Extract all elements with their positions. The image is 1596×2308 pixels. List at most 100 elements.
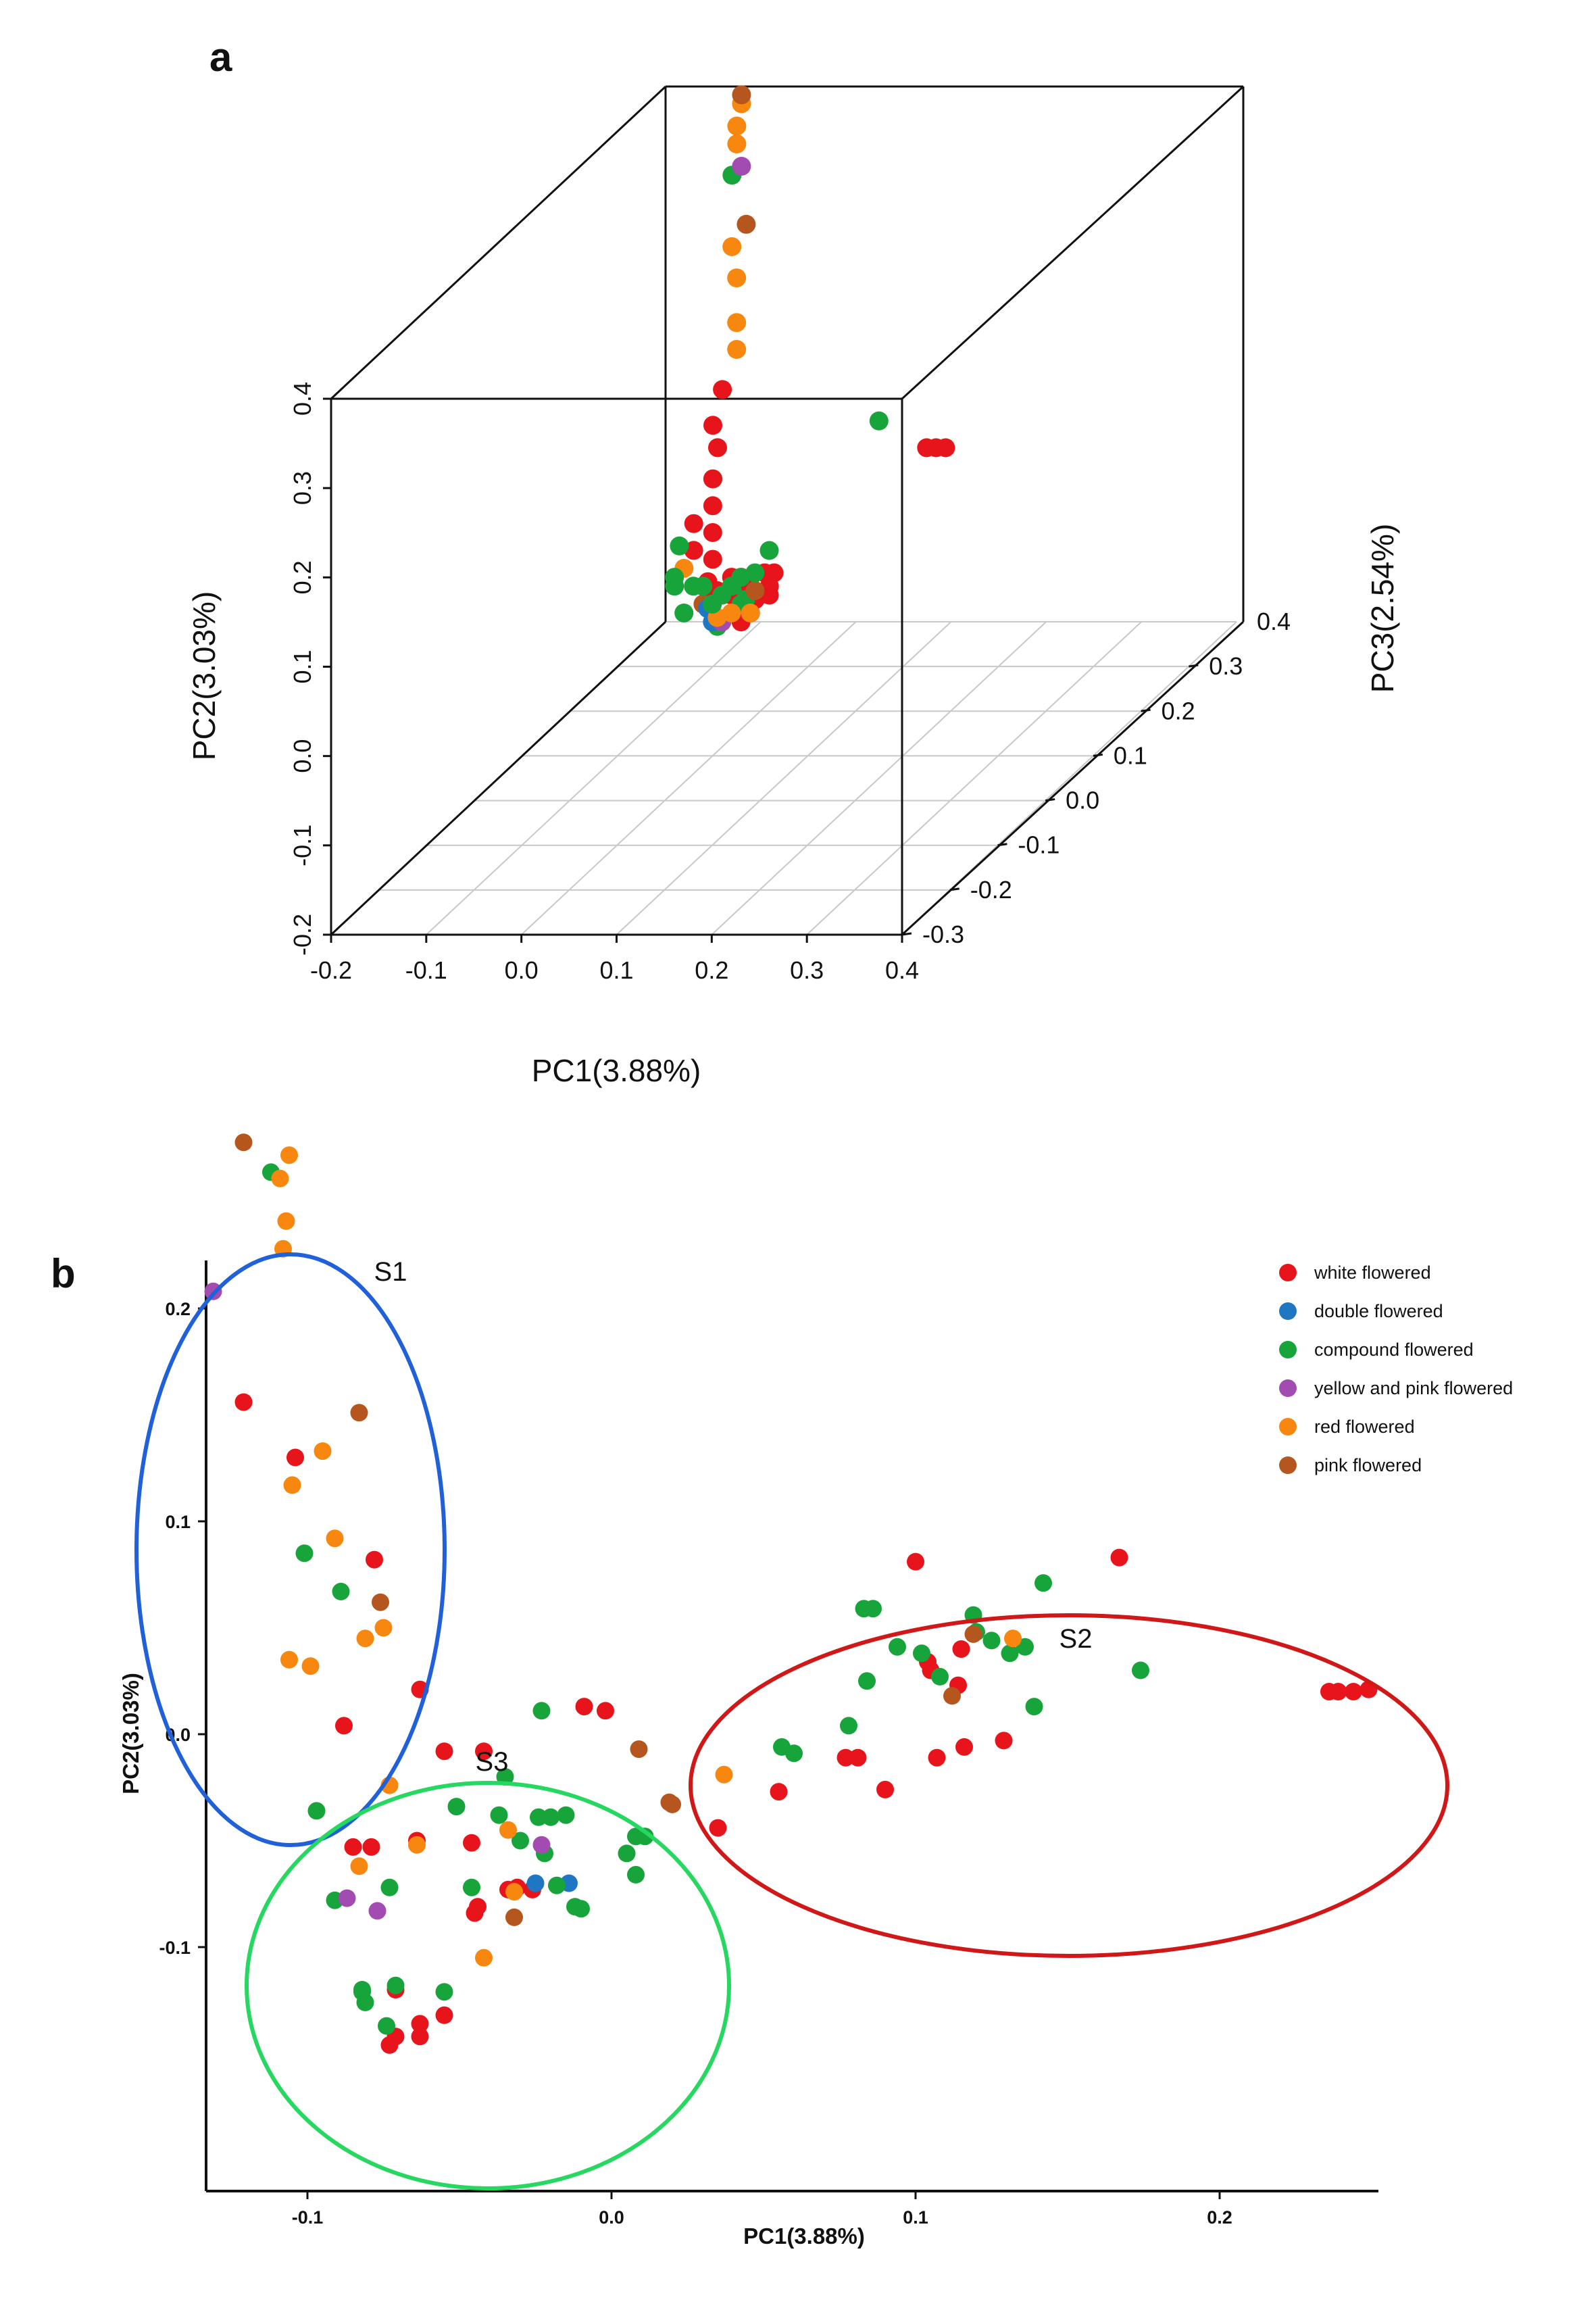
point-red-flowered — [722, 604, 741, 622]
box-edge-top-left — [330, 85, 667, 400]
point-red-flowered — [741, 604, 760, 622]
point-compound-flowered — [759, 541, 779, 560]
point-white-flowered — [575, 1698, 593, 1716]
point-compound-flowered — [982, 1631, 1001, 1650]
point-red-flowered — [280, 1650, 298, 1669]
z-axis-label: PC3(2.54%) — [1365, 524, 1400, 693]
floor-grid-line-x — [806, 621, 1142, 935]
x-tick-label: -0.1 — [292, 2207, 324, 2228]
point-white-flowered — [703, 549, 722, 569]
point-white-flowered — [435, 1742, 453, 1761]
point-compound-flowered — [869, 411, 889, 431]
box-edge-bottom-left — [330, 620, 667, 936]
point-pink-flowered — [737, 214, 756, 234]
x-axis-label: PC1(3.88%) — [743, 2224, 865, 2249]
legend-label-white-flowered: white flowered — [1314, 1262, 1431, 1283]
point-compound-flowered — [693, 576, 713, 596]
point-compound-flowered — [490, 1806, 508, 1824]
point-compound-flowered — [572, 1900, 590, 1918]
box-edge-bottom-right — [901, 620, 1245, 936]
group-ellipse-s3 — [245, 1781, 731, 2190]
point-compound-flowered — [618, 1844, 636, 1863]
z-tick-mark — [1141, 708, 1151, 712]
point-compound-flowered — [674, 604, 694, 622]
z-tick-label: 0.2 — [1162, 697, 1195, 725]
point-white-flowered — [907, 1552, 924, 1571]
point-yellow-and-pink-flowered — [368, 1902, 386, 1920]
point-red-flowered — [727, 134, 747, 153]
point-yellow-and-pink-flowered — [338, 1889, 356, 1907]
point-white-flowered — [708, 438, 727, 458]
point-white-flowered — [1345, 1683, 1362, 1700]
z-tick-mark — [997, 843, 1007, 847]
x-axis-label: PC1(3.88%) — [532, 1053, 701, 1088]
point-compound-flowered — [548, 1876, 566, 1894]
x-axis-ticks: -0.1 0.0 0.1 0.2 — [292, 2191, 1232, 2228]
point-red-flowered — [301, 1657, 320, 1675]
y-tick-label: 0.0 — [289, 739, 316, 773]
legend-label-compound-flowered: compound flowered — [1314, 1340, 1474, 1360]
group-label-s1: S1 — [374, 1257, 407, 1287]
legend-marker-double-flowered — [1279, 1302, 1297, 1320]
x-tick-label: -0.2 — [310, 956, 352, 984]
z-tick-label: 0.1 — [1114, 741, 1147, 769]
point-red-flowered — [356, 1629, 374, 1648]
point-compound-flowered — [463, 1878, 480, 1896]
point-yellow-and-pink-flowered — [732, 157, 751, 176]
point-compound-flowered — [858, 1672, 876, 1690]
y-axis-ticks: -0.2 -0.1 0.0 0.1 0.2 0.3 0.4 — [289, 382, 331, 956]
y-tick-label: -0.2 — [289, 914, 316, 956]
point-white-flowered — [362, 1838, 380, 1856]
point-pink-flowered — [630, 1740, 648, 1759]
point-red-flowered — [727, 313, 747, 333]
scatter-points — [204, 1133, 1378, 2054]
point-compound-flowered — [913, 1644, 930, 1663]
z-tick-label: -0.3 — [922, 920, 964, 948]
point-pink-flowered — [350, 1404, 368, 1422]
point-red-flowered — [727, 116, 747, 136]
point-white-flowered — [703, 416, 722, 435]
point-white-flowered — [475, 1742, 493, 1761]
point-white-flowered — [936, 438, 955, 458]
point-white-flowered — [837, 1748, 855, 1767]
z-tick-mark — [1045, 798, 1055, 802]
point-red-flowered — [326, 1529, 344, 1548]
point-white-flowered — [770, 1783, 788, 1801]
point-compound-flowered — [353, 1983, 371, 2001]
legend-marker-white-flowered — [1279, 1264, 1297, 1281]
z-tick-mark — [1093, 753, 1103, 757]
point-white-flowered — [952, 1640, 970, 1658]
point-compound-flowered — [1001, 1644, 1019, 1663]
point-compound-flowered — [627, 1865, 645, 1884]
floor-grid — [330, 621, 1237, 935]
y-tick-label: 0.1 — [289, 649, 316, 683]
point-white-flowered — [995, 1732, 1013, 1750]
point-white-flowered — [703, 469, 722, 489]
point-red-flowered — [727, 268, 747, 288]
y-tick-label: 0.4 — [289, 382, 316, 416]
point-compound-flowered — [636, 1827, 654, 1846]
point-pink-flowered — [732, 85, 751, 105]
y-tick-label: -0.1 — [159, 1938, 191, 1958]
point-red-flowered — [499, 1821, 517, 1839]
point-white-flowered — [764, 563, 784, 583]
point-white-flowered — [411, 2028, 429, 2046]
point-compound-flowered — [512, 1832, 529, 1850]
y-tick-label: -0.1 — [289, 825, 316, 866]
panel-a-letter: a — [209, 34, 232, 80]
point-compound-flowered — [1034, 1574, 1052, 1592]
point-compound-flowered — [1025, 1698, 1043, 1716]
floor-grid-line-x — [711, 621, 1047, 935]
group-ellipse-s1 — [134, 1252, 447, 1847]
point-compound-flowered — [295, 1544, 314, 1563]
point-compound-flowered — [557, 1806, 575, 1824]
x-tick-label: 0.1 — [599, 956, 633, 984]
x-axis-ticks: -0.2 -0.1 0.0 0.1 0.2 0.3 0.4 — [310, 935, 919, 984]
x-tick-label: 0.3 — [790, 956, 824, 984]
point-white-flowered — [713, 380, 732, 399]
point-white-flowered — [335, 1717, 353, 1735]
legend-marker-red-flowered — [1279, 1418, 1297, 1435]
x-tick-label: 0.2 — [695, 956, 728, 984]
z-tick-mark — [1189, 664, 1199, 668]
z-tick-label: 0.0 — [1066, 787, 1099, 814]
